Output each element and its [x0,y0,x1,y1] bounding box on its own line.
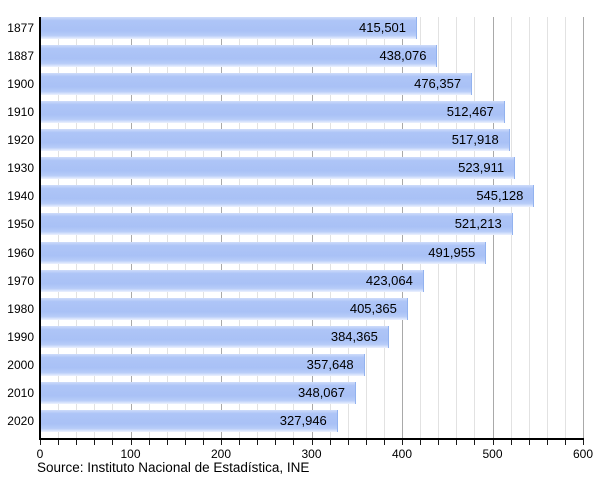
y-axis-label-1970: 1970 [7,273,34,288]
gridline-minor [528,17,530,438]
y-axis-label-1877: 1877 [7,21,34,35]
x-axis-tick-label: 0 [36,447,44,461]
x-axis-tick [184,440,186,445]
x-axis-tick [76,440,78,445]
bar-1887: 438,076 [41,45,438,68]
x-axis-tick [112,440,114,445]
bar-value-label: 415,501 [359,20,407,35]
y-axis-label-2010: 2010 [7,385,34,400]
bar-value-label: 491,955 [428,244,476,260]
x-axis-tick-label: 400 [391,447,413,461]
y-axis-label-1930: 1930 [7,161,34,176]
x-axis-tick-label: 200 [210,447,232,461]
gridline-minor [564,17,566,438]
x-axis-tick [347,440,349,445]
x-axis-tick-label: 300 [301,447,322,461]
bar-value-label: 512,467 [446,104,494,120]
bar-1900: 476,357 [41,73,473,96]
x-axis-tick [383,440,385,445]
x-axis-tick [438,440,440,445]
x-axis-tick [58,440,60,445]
bar-1940: 545,128 [41,185,535,208]
y-axis-label-1920: 1920 [7,133,34,148]
x-axis-tick [583,440,584,445]
x-axis-tick [492,440,494,445]
x-axis-tick-label: 600 [572,447,594,461]
bar-1930: 523,911 [41,157,516,180]
x-axis-tick-label: 500 [482,447,503,461]
y-axis-label-1980: 1980 [7,301,34,316]
x-axis-tick [166,440,168,445]
y-axis-label-1960: 1960 [7,245,34,260]
x-axis-tick [402,440,403,445]
bar-value-label: 357,648 [306,356,354,372]
bar-2000: 357,648 [41,353,365,376]
gridline-major [583,17,584,438]
bar-value-label: 545,128 [476,188,524,204]
x-axis-tick [275,440,277,445]
x-axis-tick [420,440,422,445]
y-axis-label-1900: 1900 [7,77,34,92]
bar-1920: 517,918 [41,129,510,152]
bar-value-label: 348,067 [298,384,345,400]
y-axis-line [39,17,41,438]
x-axis-tick [474,440,476,445]
y-axis-label-1950: 1950 [7,217,34,232]
x-axis-tick [293,440,295,445]
x-axis-tick [202,440,204,445]
bar-2020: 327,946 [41,409,338,432]
bar-value-label: 423,064 [365,272,413,288]
y-axis-label-1910: 1910 [7,105,34,120]
y-axis-label-1887: 1887 [7,49,34,64]
bar-value-label: 523,911 [458,160,505,176]
x-axis-tick-label: 100 [120,447,141,461]
source-caption: Source: Instituto Nacional de Estadístic… [37,460,310,475]
bar-1877: 415,501 [41,17,418,39]
x-axis-tick [528,440,530,445]
x-axis-tick [546,440,548,445]
x-axis-tick [257,440,259,445]
bar-value-label: 327,946 [279,412,327,428]
bar-1990: 384,365 [41,325,389,348]
x-axis-tick [510,440,512,445]
bar-value-label: 438,076 [379,48,427,64]
y-axis-label-1990: 1990 [7,329,34,344]
x-axis-line [39,438,584,440]
y-axis-label-1940: 1940 [7,189,34,204]
x-axis-tick [311,440,313,445]
gridline-minor [546,17,548,438]
x-axis-tick [148,440,150,445]
bar-value-label: 521,213 [454,216,502,232]
bar-1950: 521,213 [41,213,513,236]
x-axis-tick [221,440,222,445]
x-axis-tick [456,440,458,445]
x-axis-tick [40,440,41,445]
x-axis-tick [365,440,367,445]
bar-2010: 348,067 [41,381,356,404]
x-axis-tick [94,440,96,445]
bar-1960: 491,955 [41,241,487,264]
bar-1980: 405,365 [41,297,408,320]
bar-value-label: 476,357 [414,76,462,92]
y-axis-label-2020: 2020 [7,413,34,428]
y-axis-label-2000: 2000 [7,357,34,372]
x-axis-tick [239,440,241,445]
x-axis-tick [564,440,566,445]
bar-value-label: 384,365 [330,328,378,344]
bar-value-label: 517,918 [451,132,499,148]
x-axis-tick [329,440,331,445]
x-axis-tick [130,440,132,445]
bar-1910: 512,467 [41,101,505,124]
bar-1970: 423,064 [41,269,424,292]
bar-value-label: 405,365 [349,300,397,316]
